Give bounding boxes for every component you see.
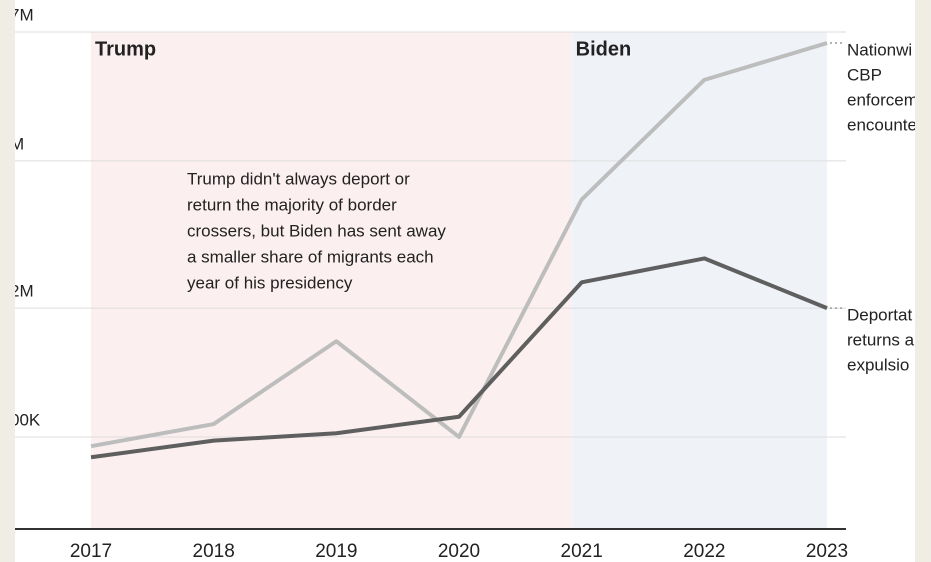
x-tick-label: 2017 [70,541,112,562]
x-tick-label: 2018 [193,541,235,562]
x-tick-label: 2021 [561,541,603,562]
period-shade [571,32,827,529]
period-label: Biden [576,38,632,60]
annotation: a smaller share of migrants each [187,247,434,266]
y-tick-label: 00K [10,410,41,429]
y-tick-label: M [10,134,24,153]
x-tick-label: 2022 [683,541,725,562]
series-label: Deportat [847,306,912,325]
series-line [90,256,828,460]
series-label: enforcem [847,91,918,110]
series-label: CBP [847,66,882,85]
annotation: Trump didn't always deport or [187,169,410,188]
annotation: return the majority of border [187,195,397,214]
series-label: returns a [847,331,915,350]
series-line [90,41,828,449]
series-label: encounte [847,116,917,135]
y-tick-label: 2M [10,282,34,301]
annotation: crossers, but Biden has sent away [187,221,446,240]
x-tick-label: 2019 [315,541,357,562]
x-tick-label: 2023 [806,541,848,562]
series-label: Nationwi [847,41,912,60]
x-tick-label: 2020 [438,541,480,562]
annotation: year of his presidency [187,273,353,292]
period-label: Trump [95,38,156,60]
plot: Trump Biden 00K 2M M 7M 2017 2018 2019 2020 2021 20… [10,5,918,562]
y-tick-label: 7M [10,5,34,24]
series-label: expulsio [847,356,909,375]
